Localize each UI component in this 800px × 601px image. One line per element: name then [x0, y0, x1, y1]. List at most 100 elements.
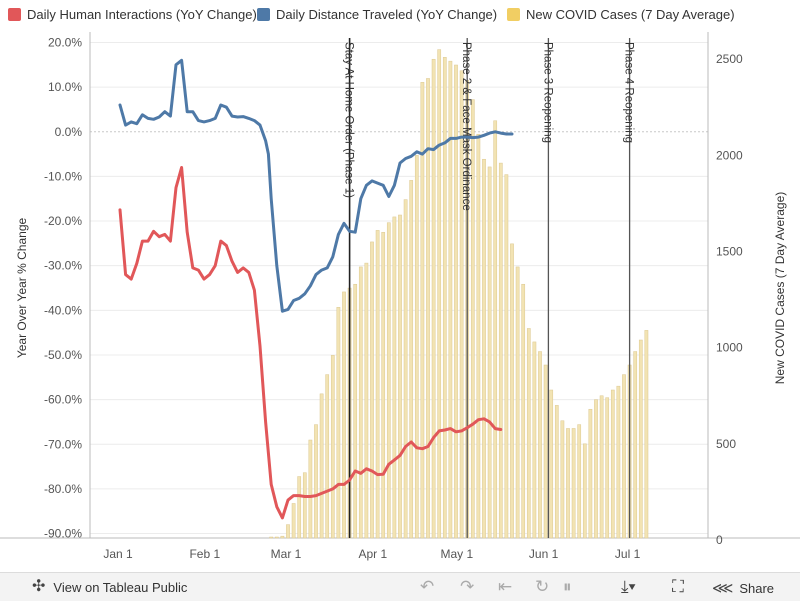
- covid-bar-42: [504, 174, 509, 539]
- covid-bar-3: [286, 524, 290, 539]
- covid-bar-23: [398, 214, 402, 539]
- y-left-tick-label-0: 20.0%: [48, 35, 82, 49]
- y-left-tick-label-8: -60.0%: [44, 393, 82, 407]
- covid-bar-13: [342, 291, 346, 539]
- covid-bar-26: [414, 155, 419, 539]
- download-icon[interactable]: ⤓▾: [621, 577, 636, 596]
- covid-bar-50: [549, 389, 554, 539]
- covid-bar-24: [403, 199, 408, 539]
- y-right-tick-label-2: 1500: [716, 245, 743, 259]
- legend-label-distance: Daily Distance Traveled (YoY Change): [276, 6, 498, 22]
- covid-bar-55: [577, 424, 582, 539]
- covid-bar-43: [510, 243, 514, 539]
- reference-label-2: Phase 3 Reopening: [541, 42, 553, 143]
- revert-icon[interactable]: ⇤: [498, 577, 513, 596]
- y-right-tick-label-0: 2500: [716, 52, 743, 66]
- y-right-tick-label-3: 1000: [716, 341, 743, 355]
- reference-label-1: Phase 2 & Face Mask Ordinance: [460, 42, 472, 211]
- covid-bar-46: [526, 328, 531, 539]
- chart-area[interactable]: Stay At Home Order (Phase 1) Phase 2 & Fa…: [0, 28, 800, 572]
- covid-bar-1: [274, 536, 279, 539]
- y-right-axis-title: New COVID Cases (7 Day Average): [773, 192, 787, 385]
- covid-bar-45: [521, 283, 526, 539]
- covid-bar-5: [297, 476, 302, 539]
- x-tick-label-0: Jan 1: [103, 547, 133, 561]
- covid-bar-44: [515, 266, 520, 539]
- reference-label-0: Stay At Home Order (Phase 1): [343, 42, 355, 198]
- covid-bar-22: [392, 216, 397, 539]
- covid-bar-2: [280, 535, 285, 539]
- covid-bar-18: [370, 241, 374, 539]
- x-tick-label-4: May 1: [440, 547, 473, 561]
- view-on-tableau-public-link[interactable]: ✣ View on Tableau Public: [32, 579, 187, 595]
- y-left-tick-label-9: -70.0%: [44, 437, 82, 451]
- covid-bar-21: [386, 222, 391, 539]
- share-button[interactable]: ⋘ Share: [712, 579, 774, 597]
- legend-item-distance[interactable]: Daily Distance Traveled (YoY Change): [257, 6, 497, 22]
- covid-bar-66: [638, 339, 643, 539]
- y-left-tick-label-10: -80.0%: [44, 482, 82, 496]
- y-left-tick-label-6: -40.0%: [44, 303, 82, 317]
- tableau-toolbar: ✣ View on Tableau Public ↶ ↷ ⇤ ↻ ⏸ ⤓▾ ⛶ …: [0, 572, 800, 601]
- covid-bar-67: [644, 330, 649, 539]
- covid-bar-58: [594, 399, 598, 539]
- covid-bar-4: [291, 503, 296, 539]
- y-left-tick-label-7: -50.0%: [44, 348, 82, 362]
- y-left-tick-label-5: -30.0%: [44, 259, 82, 273]
- covid-bar-6: [302, 472, 307, 539]
- covid-bar-11: [330, 355, 335, 539]
- x-tick-label-6: Jul 1: [615, 547, 641, 561]
- fullscreen-icon[interactable]: ⛶: [672, 577, 684, 596]
- x-tick-label-5: Jun 1: [529, 547, 559, 561]
- covid-bar-40: [493, 120, 498, 539]
- covid-bar-25: [409, 180, 414, 539]
- covid-bar-34: [459, 70, 464, 539]
- covid-bar-41: [498, 162, 503, 539]
- covid-bar-9: [319, 393, 324, 539]
- covid-bar-51: [554, 405, 559, 539]
- covid-bar-53: [566, 428, 570, 539]
- covid-bar-49: [543, 364, 548, 539]
- view-on-tableau-public-label: View on Tableau Public: [53, 579, 188, 595]
- reference-label-3: Phase 4 Reopening: [623, 42, 635, 143]
- y-left-tick-label-11: -90.0%: [44, 527, 82, 541]
- covid-bar-48: [538, 351, 542, 539]
- x-tick-label-3: Apr 1: [358, 547, 387, 561]
- redo-icon[interactable]: ↷: [460, 577, 475, 596]
- refresh-icon[interactable]: ↻: [535, 577, 550, 596]
- y-left-tick-label-4: -20.0%: [44, 214, 82, 228]
- covid-bar-28: [426, 78, 430, 539]
- covid-bar-39: [487, 166, 492, 539]
- undo-icon[interactable]: ↶: [420, 577, 435, 596]
- legend-label-interactions: Daily Human Interactions (YoY Change): [27, 6, 257, 22]
- covid-bar-61: [610, 389, 615, 539]
- legend-label-covid-cases: New COVID Cases (7 Day Average): [526, 6, 735, 22]
- covid-bar-7: [308, 439, 313, 539]
- covid-bar-54: [571, 428, 576, 539]
- y-left-tick-label-1: 10.0%: [48, 80, 82, 94]
- legend-item-covid-cases[interactable]: New COVID Cases (7 Day Average): [507, 6, 735, 22]
- covid-bar-33: [454, 64, 458, 539]
- x-tick-label-1: Feb 1: [189, 547, 220, 561]
- legend-item-interactions[interactable]: Daily Human Interactions (YoY Change): [8, 6, 257, 22]
- y-right-tick-label-1: 2000: [716, 148, 743, 162]
- covid-bar-19: [375, 230, 380, 539]
- covid-bar-20: [381, 232, 386, 539]
- covid-bar-10: [325, 374, 330, 539]
- series-line-0: [118, 58, 514, 313]
- y-left-tick-label-3: -10.0%: [44, 169, 82, 183]
- covid-bar-36: [470, 99, 475, 539]
- y-right-tick-label-4: 500: [716, 437, 736, 451]
- legend-swatch-distance: [257, 7, 270, 21]
- covid-bar-56: [582, 443, 587, 539]
- pause-icon[interactable]: ⏸: [563, 577, 572, 596]
- covid-bar-38: [482, 158, 486, 539]
- covid-bar-57: [588, 408, 593, 539]
- covid-bar-12: [336, 307, 341, 539]
- y-right-tick-label-5: 0: [716, 533, 723, 547]
- covid-bar-59: [599, 395, 604, 539]
- y-left-tick-label-2: 0.0%: [55, 125, 83, 139]
- covid-bar-37: [476, 133, 481, 539]
- covid-bar-8: [314, 424, 318, 539]
- share-label: Share: [739, 580, 775, 596]
